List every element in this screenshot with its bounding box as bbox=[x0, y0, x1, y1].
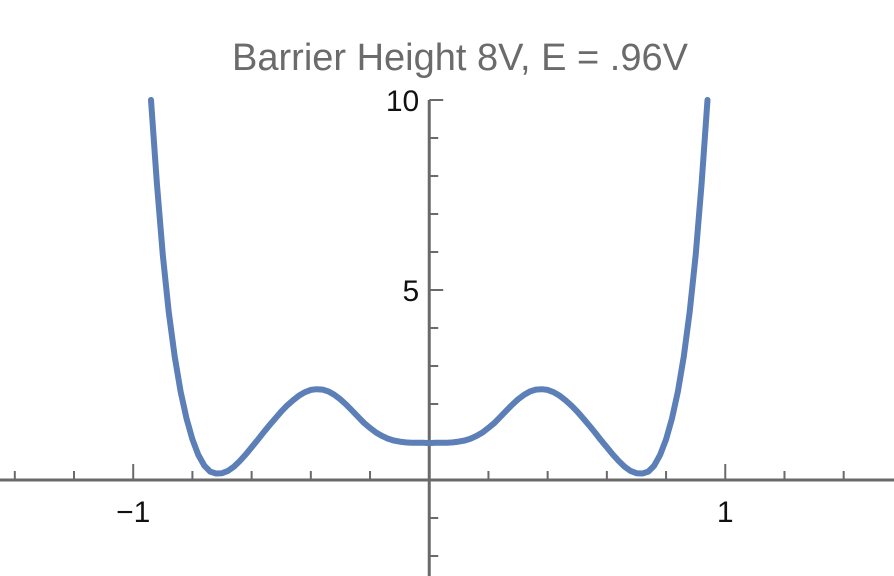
y-tick-label: 10 bbox=[386, 85, 419, 118]
chart-title: Barrier Height 8V, E = .96V bbox=[232, 37, 689, 79]
y-tick-label: 5 bbox=[403, 275, 420, 308]
series-layer bbox=[148, 97, 711, 477]
x-tick-label: −1 bbox=[116, 496, 150, 529]
x-tick-label: 1 bbox=[717, 496, 734, 529]
axes: −1 1 5 10 bbox=[0, 85, 894, 576]
series-line bbox=[148, 97, 711, 477]
